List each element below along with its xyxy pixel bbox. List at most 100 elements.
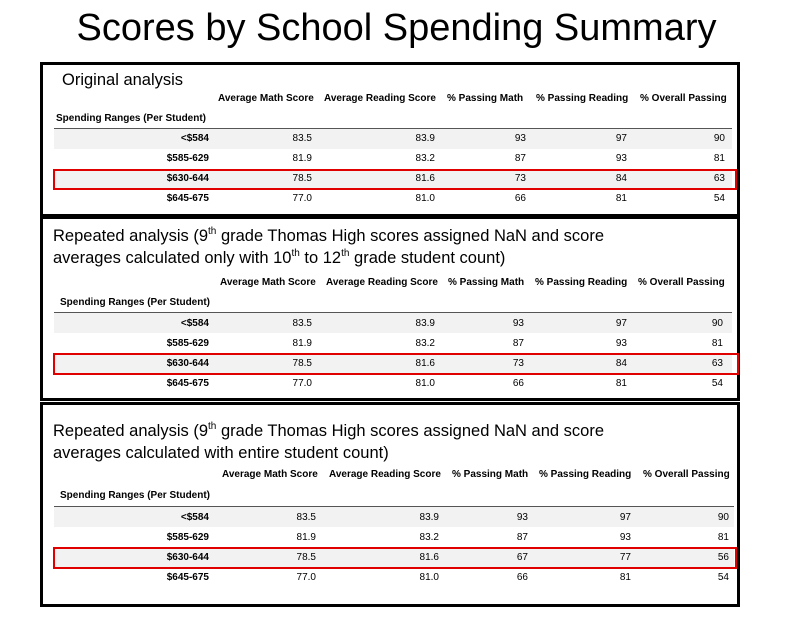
column-header: % Passing Math [448,277,525,288]
column-header: % Passing Reading [539,469,632,480]
column-header: Average Reading Score [329,469,441,480]
panel-original-analysis: Original analysis Average Math Score Ave… [40,62,740,217]
panel-repeated-analysis-entire: Repeated analysis (9th grade Thomas High… [40,402,740,607]
column-header: Average Reading Score [324,93,436,104]
column-header: % Passing Math [447,93,524,104]
panel-caption: averages calculated with entire student … [53,442,389,464]
column-header: % Passing Reading [536,93,629,104]
cell-overall: 63 [711,358,723,369]
cell-reading: 81.6 [415,358,435,369]
cell-pass-math: 93 [514,133,526,144]
cell-reading: 81.0 [415,378,435,389]
cell-pass-math: 87 [516,532,528,543]
caption-sup: th [291,247,300,259]
row-label: $585-629 [166,338,209,349]
row-label: $645-675 [166,193,209,204]
header-rule [54,312,732,313]
highlight-box [53,169,737,190]
cell-math: 83.5 [292,133,312,144]
cell-pass-reading: 97 [619,512,631,523]
page-title: Scores by School Spending Summary [76,7,717,49]
cell-overall: 81 [711,338,723,349]
cell-pass-math: 73 [512,358,524,369]
cell-overall: 54 [713,193,725,204]
cell-reading: 81.0 [419,572,439,583]
cell-math: 78.5 [296,552,316,563]
cell-pass-reading: 93 [619,532,631,543]
cell-overall: 81 [717,532,729,543]
cell-math: 83.5 [296,512,316,523]
caption-line-1: Original analysis [62,71,184,89]
cell-math: 78.5 [292,173,312,184]
column-header: % Overall Passing [638,277,725,288]
row-stripe [54,129,732,149]
column-header: Average Math Score [218,93,314,104]
column-header: % Overall Passing [640,93,727,104]
panel-caption: Original analysis [62,69,183,91]
caption-sup: th [341,247,350,259]
cell-reading: 81.0 [415,193,435,204]
cell-reading: 83.2 [415,338,435,349]
caption-text: averages calculated with entire student … [53,444,389,462]
cell-reading: 81.6 [415,173,435,184]
caption-text: grade Thomas High scores assigned NaN an… [216,227,605,245]
column-header: Average Math Score [222,469,318,480]
cell-pass-math: 73 [514,173,526,184]
highlight-box [53,353,739,375]
caption-text: Repeated analysis (9 [53,227,209,245]
index-label: Spending Ranges (Per Student) [60,297,211,308]
header-rule [54,128,732,129]
cell-math: 81.9 [296,532,316,543]
cell-math: 77.0 [292,193,312,204]
row-label: <$584 [180,318,209,329]
cell-overall: 81 [713,153,725,164]
cell-pass-reading: 84 [615,173,627,184]
cell-pass-reading: 93 [615,338,627,349]
caption-sup: th [208,225,217,237]
caption-text: grade Thomas High scores assigned NaN an… [216,422,605,440]
row-label: $630-644 [166,173,209,184]
cell-pass-math: 66 [516,572,528,583]
row-label: $585-629 [166,153,209,164]
row-stripe [54,353,732,373]
cell-pass-math: 93 [512,318,524,329]
cell-reading: 83.9 [415,318,435,329]
panel-caption: averages calculated only with 10th to 12… [53,247,505,269]
row-label: $645-675 [166,378,209,389]
caption-text: Repeated analysis (9 [53,422,209,440]
cell-pass-math: 87 [514,153,526,164]
cell-overall: 56 [717,552,729,563]
caption-text: grade student count) [349,249,506,267]
cell-pass-reading: 81 [615,193,627,204]
column-header: Average Math Score [220,277,316,288]
cell-overall: 54 [717,572,729,583]
cell-overall: 90 [717,512,729,523]
panel-caption: Repeated analysis (9th grade Thomas High… [53,420,604,442]
row-stripe [54,313,732,333]
cell-pass-math: 66 [514,193,526,204]
cell-reading: 81.6 [419,552,439,563]
cell-pass-reading: 97 [615,133,627,144]
row-label: $585-629 [166,532,209,543]
row-label: $630-644 [166,358,209,369]
cell-reading: 83.2 [419,532,439,543]
cell-math: 77.0 [292,378,312,389]
cell-math: 78.5 [292,358,312,369]
cell-reading: 83.9 [419,512,439,523]
header-rule [54,506,734,507]
cell-pass-reading: 93 [615,153,627,164]
column-header: % Passing Math [452,469,529,480]
cell-overall: 90 [711,318,723,329]
cell-pass-math: 87 [512,338,524,349]
cell-overall: 90 [713,133,725,144]
cell-pass-reading: 77 [619,552,631,563]
cell-reading: 83.9 [415,133,435,144]
column-header: Average Reading Score [326,277,438,288]
panel-caption: Repeated analysis (9th grade Thomas High… [53,225,604,247]
column-header: % Passing Reading [535,277,628,288]
row-label: <$584 [180,133,209,144]
panel-repeated-analysis-10-12: Repeated analysis (9th grade Thomas High… [40,216,740,401]
cell-pass-math: 93 [516,512,528,523]
cell-pass-reading: 81 [615,378,627,389]
row-label: $645-675 [166,572,209,583]
